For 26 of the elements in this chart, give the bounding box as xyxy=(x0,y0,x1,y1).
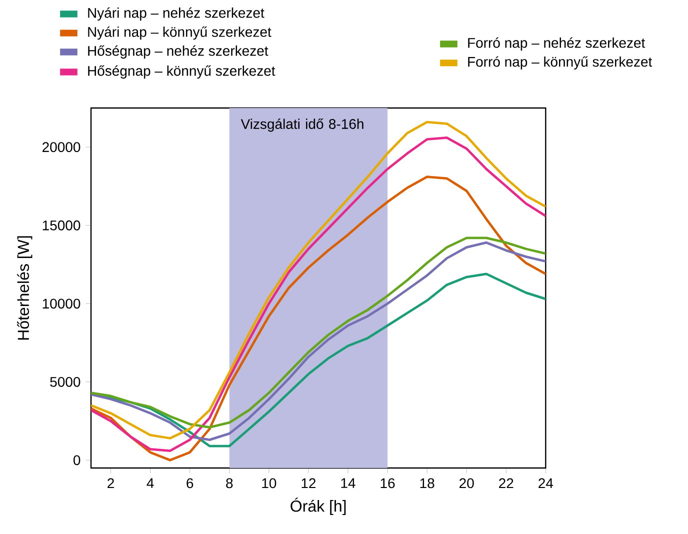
x-tick-label: 8 xyxy=(226,478,233,488)
band-label: Vizsgálati idő 8-16h xyxy=(240,118,364,132)
x-tick-label: 14 xyxy=(341,478,356,488)
x-tick-label: 12 xyxy=(302,478,316,488)
legend-label: Forró nap – nehéz szerkezet xyxy=(468,37,646,51)
x-tick-label: 10 xyxy=(262,478,276,488)
x-tick-label: 16 xyxy=(380,478,395,488)
legend-label: Hőségnap – könnyű szerkezet xyxy=(88,65,276,79)
y-tick-label: 10000 xyxy=(42,298,80,309)
legend-label: Forró nap – könnyű szerkezet xyxy=(468,56,652,70)
legend-label: Nyári nap – könnyű szerkezet xyxy=(88,26,272,40)
x-tick-label: 20 xyxy=(460,478,474,488)
x-tick-label: 24 xyxy=(538,478,554,488)
x-tick-label: 22 xyxy=(499,478,514,488)
y-axis-title: Hőterhelés [W] xyxy=(17,236,32,340)
x-axis-title: Órák [h] xyxy=(290,498,346,515)
y-tick-label: 20000 xyxy=(42,142,80,152)
legend-label: Hőségnap – nehéz szerkezet xyxy=(88,45,268,59)
x-tick-label: 2 xyxy=(108,478,114,488)
y-tick-label: 15000 xyxy=(42,220,80,230)
x-tick-label: 18 xyxy=(420,478,434,488)
y-tick-label: 5000 xyxy=(50,376,80,387)
x-tick-label: 6 xyxy=(186,478,194,488)
legend-label: Nyári nap – nehéz szerkezet xyxy=(88,7,264,21)
y-tick-label: 0 xyxy=(73,455,80,466)
x-tick-label: 4 xyxy=(146,478,154,488)
